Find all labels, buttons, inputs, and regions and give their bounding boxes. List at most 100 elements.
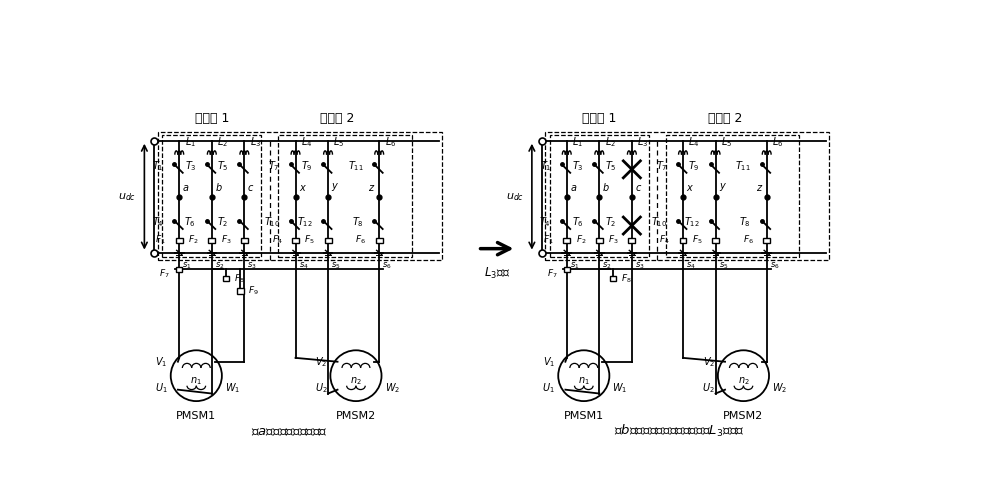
Text: $T_5$: $T_5$ bbox=[605, 160, 616, 173]
Text: $c$: $c$ bbox=[635, 183, 642, 193]
Text: $T_7$: $T_7$ bbox=[656, 160, 667, 173]
Text: $z$: $z$ bbox=[368, 183, 376, 193]
Text: $F_7$: $F_7$ bbox=[547, 268, 557, 280]
Text: $L_6$: $L_6$ bbox=[772, 134, 783, 148]
Bar bbox=[628, 238, 635, 242]
Text: $s_6$: $s_6$ bbox=[382, 261, 392, 272]
Text: $L_3$: $L_3$ bbox=[250, 134, 261, 148]
Text: $U_2$: $U_2$ bbox=[702, 381, 715, 395]
Text: $x$: $x$ bbox=[686, 183, 694, 193]
Text: 逆变器 1: 逆变器 1 bbox=[582, 112, 616, 126]
Bar bbox=[680, 238, 686, 242]
Bar bbox=[208, 238, 215, 242]
Text: $U_1$: $U_1$ bbox=[542, 381, 555, 395]
Text: $T_{12}$: $T_{12}$ bbox=[297, 216, 313, 230]
Text: $y$: $y$ bbox=[331, 181, 339, 193]
Text: $T_{11}$: $T_{11}$ bbox=[348, 160, 364, 173]
Text: $L_1$: $L_1$ bbox=[572, 134, 583, 148]
Text: $a$: $a$ bbox=[570, 183, 577, 193]
Text: $s_3$: $s_3$ bbox=[635, 261, 645, 272]
Text: $W_1$: $W_1$ bbox=[612, 381, 628, 395]
Text: $z$: $z$ bbox=[756, 183, 763, 193]
Text: $L_6$: $L_6$ bbox=[385, 134, 396, 148]
Text: $F_5$: $F_5$ bbox=[304, 234, 315, 246]
Text: $F_2$: $F_2$ bbox=[188, 234, 199, 246]
Text: $T_4$: $T_4$ bbox=[152, 216, 164, 230]
Text: $T_9$: $T_9$ bbox=[301, 160, 313, 173]
Bar bbox=[325, 238, 332, 242]
Bar bbox=[223, 276, 229, 281]
Text: （$a$）容错前逆变器拓扑: （$a$）容错前逆变器拓扑 bbox=[251, 426, 328, 439]
Text: $T_1$: $T_1$ bbox=[540, 160, 551, 173]
Text: $F_5$: $F_5$ bbox=[692, 234, 702, 246]
Text: $a$: $a$ bbox=[182, 183, 190, 193]
Text: PMSM2: PMSM2 bbox=[336, 411, 376, 421]
Text: $L_4$: $L_4$ bbox=[688, 134, 700, 148]
Text: $x$: $x$ bbox=[299, 183, 307, 193]
Bar bbox=[241, 238, 248, 242]
Text: $L_1$: $L_1$ bbox=[185, 134, 196, 148]
Bar bbox=[610, 276, 616, 281]
Text: $T_3$: $T_3$ bbox=[185, 160, 196, 173]
Text: $y$: $y$ bbox=[719, 181, 727, 193]
Text: $L_3$故障: $L_3$故障 bbox=[484, 266, 510, 280]
Text: $n_2$: $n_2$ bbox=[738, 375, 749, 387]
Text: $s_3$: $s_3$ bbox=[247, 261, 257, 272]
Text: $T_{10}$: $T_{10}$ bbox=[651, 216, 667, 230]
Text: $V_2$: $V_2$ bbox=[703, 355, 715, 368]
Text: $T_{12}$: $T_{12}$ bbox=[684, 216, 700, 230]
Text: $F_7$: $F_7$ bbox=[159, 268, 170, 280]
Bar bbox=[596, 238, 603, 242]
Text: $F_4$: $F_4$ bbox=[272, 234, 282, 246]
Text: $s_5$: $s_5$ bbox=[719, 261, 728, 272]
Bar bbox=[292, 238, 299, 242]
Text: $T_8$: $T_8$ bbox=[739, 216, 751, 230]
Text: $T_7$: $T_7$ bbox=[268, 160, 280, 173]
Text: PMSM1: PMSM1 bbox=[564, 411, 604, 421]
Text: $V_2$: $V_2$ bbox=[315, 355, 327, 368]
Bar bbox=[176, 238, 183, 242]
Text: $F_3$: $F_3$ bbox=[221, 234, 231, 246]
Text: $b$: $b$ bbox=[215, 181, 223, 193]
Text: $n_2$: $n_2$ bbox=[350, 375, 362, 387]
Text: $s_4$: $s_4$ bbox=[299, 261, 308, 272]
Bar bbox=[376, 238, 383, 242]
Text: $T_6$: $T_6$ bbox=[184, 216, 196, 230]
Bar bbox=[563, 238, 570, 242]
Text: $T_{11}$: $T_{11}$ bbox=[735, 160, 751, 173]
Text: $L_5$: $L_5$ bbox=[333, 134, 345, 148]
Text: $T_4$: $T_4$ bbox=[539, 216, 551, 230]
Text: $F_6$: $F_6$ bbox=[355, 234, 366, 246]
Text: $T_3$: $T_3$ bbox=[572, 160, 584, 173]
Text: $T_1$: $T_1$ bbox=[152, 160, 164, 173]
Text: $V_1$: $V_1$ bbox=[543, 355, 555, 368]
Text: $F_6$: $F_6$ bbox=[743, 234, 754, 246]
Text: $T_{10}$: $T_{10}$ bbox=[264, 216, 280, 230]
Text: $c$: $c$ bbox=[247, 183, 255, 193]
Text: $s_2$: $s_2$ bbox=[215, 261, 224, 272]
Text: $T_5$: $T_5$ bbox=[217, 160, 229, 173]
Text: $L_4$: $L_4$ bbox=[301, 134, 312, 148]
Text: $V_1$: $V_1$ bbox=[155, 355, 168, 368]
Text: $W_2$: $W_2$ bbox=[772, 381, 787, 395]
Text: $u_{dc}$: $u_{dc}$ bbox=[118, 191, 137, 202]
Text: $W_1$: $W_1$ bbox=[225, 381, 240, 395]
Text: 逆变器 1: 逆变器 1 bbox=[195, 112, 229, 126]
Text: $L_2$: $L_2$ bbox=[217, 134, 228, 148]
Text: $L_3$: $L_3$ bbox=[637, 134, 648, 148]
Text: $n_1$: $n_1$ bbox=[190, 375, 202, 387]
Text: $s_6$: $s_6$ bbox=[770, 261, 779, 272]
Text: $s_4$: $s_4$ bbox=[686, 261, 696, 272]
Text: $F_1$: $F_1$ bbox=[155, 234, 166, 246]
Text: $F_9$: $F_9$ bbox=[248, 285, 259, 297]
Text: $s_5$: $s_5$ bbox=[331, 261, 341, 272]
Text: $u_{dc}$: $u_{dc}$ bbox=[506, 191, 524, 202]
Text: $F_8$: $F_8$ bbox=[621, 272, 632, 285]
Text: $b$: $b$ bbox=[602, 181, 610, 193]
Text: $s_2$: $s_2$ bbox=[602, 261, 612, 272]
Text: 逆变器 2: 逆变器 2 bbox=[320, 112, 355, 126]
Text: $T_2$: $T_2$ bbox=[605, 216, 616, 230]
Text: PMSM2: PMSM2 bbox=[723, 411, 764, 421]
Text: $s_1$: $s_1$ bbox=[182, 261, 192, 272]
Text: $U_1$: $U_1$ bbox=[155, 381, 168, 395]
